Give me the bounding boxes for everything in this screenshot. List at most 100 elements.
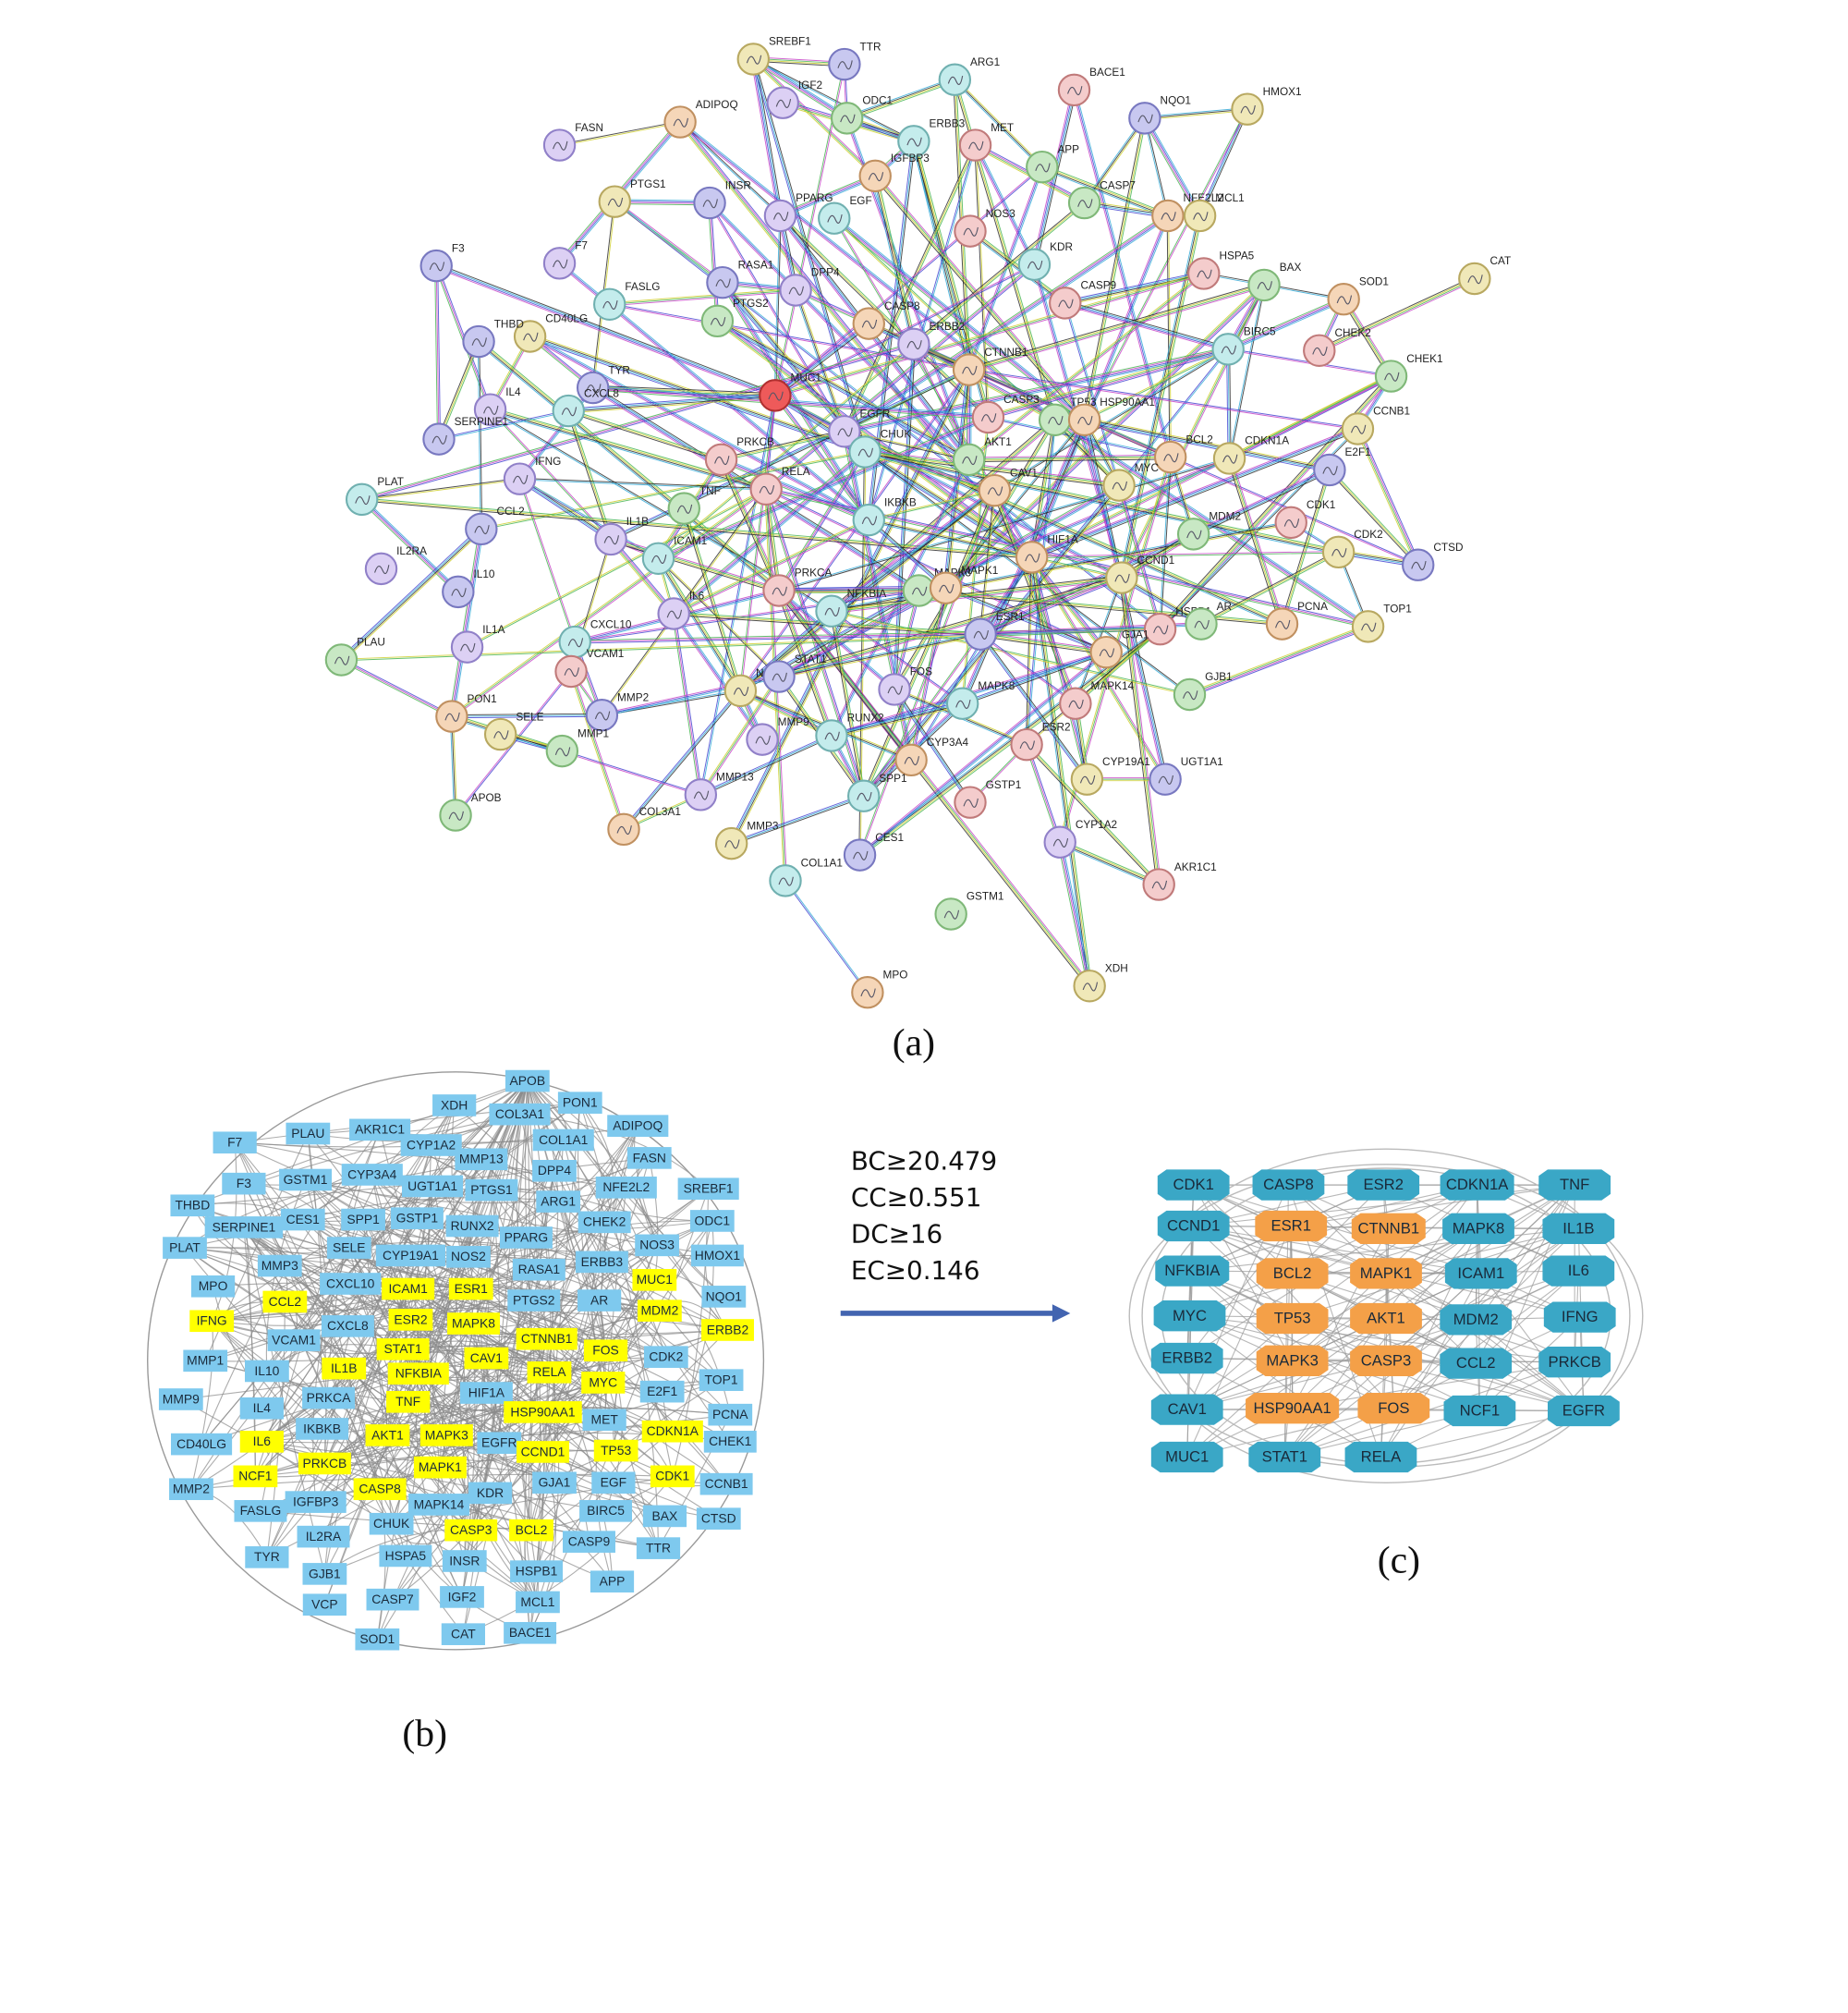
edge — [700, 735, 833, 796]
edge — [864, 453, 1119, 488]
edge — [609, 287, 796, 304]
node — [1105, 561, 1138, 594]
node-label: CXCL10 — [590, 617, 632, 630]
node-label: CDKN1A — [647, 1423, 699, 1438]
edge — [1145, 117, 1201, 216]
node — [542, 247, 577, 280]
node-label: IL6 — [253, 1434, 272, 1448]
edge — [1190, 628, 1369, 698]
edge — [1064, 274, 1205, 305]
edge — [970, 230, 1066, 303]
node — [369, 1512, 414, 1535]
edge — [1065, 274, 1205, 306]
edge — [623, 690, 741, 830]
protein-icon — [603, 535, 619, 545]
edge — [302, 1197, 559, 1221]
edge — [753, 57, 915, 141]
edge — [407, 1288, 663, 1393]
node-label: PON1 — [563, 1095, 598, 1110]
protein-icon — [1186, 530, 1202, 540]
node-label: AKR1C1 — [1174, 860, 1217, 873]
edge — [261, 1080, 529, 1443]
edge — [315, 1358, 487, 1503]
protein-icon — [561, 407, 578, 417]
edge — [562, 750, 701, 795]
edge — [1064, 304, 1228, 352]
edge — [708, 202, 717, 322]
edge — [243, 1183, 409, 1403]
edge — [308, 1080, 529, 1135]
node-label: COL1A1 — [539, 1132, 589, 1147]
edge — [711, 202, 720, 322]
edge — [1292, 1317, 1585, 1412]
node — [366, 1588, 419, 1611]
edge — [434, 265, 438, 440]
node — [663, 105, 697, 139]
edge — [672, 614, 762, 741]
arrow-head — [1052, 1304, 1071, 1323]
node — [1176, 518, 1210, 551]
node-label: INSR — [725, 178, 751, 191]
node-label: RELA — [532, 1364, 566, 1379]
protein-icon — [1163, 453, 1179, 463]
node-label: CYP1A2 — [1076, 818, 1117, 831]
protein-icon — [693, 790, 710, 800]
edge — [437, 340, 479, 439]
edge — [895, 344, 916, 690]
edge — [361, 342, 914, 499]
protein-icon — [1350, 424, 1367, 434]
node — [1440, 1304, 1513, 1336]
protein-icon — [759, 485, 775, 494]
node-label: IGFBP3 — [891, 152, 930, 165]
edge — [622, 689, 740, 829]
edge — [843, 214, 1167, 431]
node-label: SERPINE1 — [455, 415, 508, 428]
protein-icon — [483, 405, 499, 415]
node — [1444, 1258, 1517, 1289]
edge — [1026, 744, 1061, 843]
node-label: MMP2 — [617, 690, 649, 703]
edge — [918, 457, 1230, 591]
protein-icon — [1019, 740, 1035, 750]
edge — [1030, 426, 1357, 556]
node — [847, 779, 881, 812]
edge — [1385, 1273, 1585, 1411]
edge — [1059, 843, 1159, 887]
node — [1543, 1301, 1616, 1333]
protein-icon — [887, 685, 903, 695]
node — [473, 393, 507, 426]
node — [897, 125, 930, 158]
edge — [1084, 117, 1146, 421]
node — [593, 1439, 638, 1462]
node — [432, 1094, 477, 1116]
protein-icon — [1194, 619, 1210, 629]
edge — [730, 794, 864, 843]
node — [552, 394, 585, 428]
node-label: MUC1 — [637, 1272, 674, 1287]
edge — [910, 556, 1032, 761]
node-label: IGF2 — [798, 79, 822, 92]
edge — [1166, 215, 1171, 458]
node-label: MYC — [1173, 1307, 1207, 1324]
protein-icon — [1193, 212, 1209, 222]
edge — [1186, 1319, 1477, 1458]
node-label: MDM2 — [1209, 510, 1241, 523]
edge — [875, 175, 1086, 421]
edge — [675, 613, 703, 795]
node-label: MAPK14 — [414, 1496, 465, 1511]
edge — [568, 410, 722, 460]
edge — [527, 1080, 655, 1281]
edge — [778, 575, 1122, 676]
node — [503, 462, 537, 495]
node-label: MCL1 — [520, 1594, 554, 1609]
edge — [1144, 107, 1247, 117]
edge — [611, 538, 780, 591]
node-label: SOD1 — [359, 1631, 395, 1646]
node-label: PPARG — [505, 1229, 549, 1244]
edge — [718, 318, 970, 458]
protein-icon — [939, 583, 954, 593]
edge — [491, 1190, 661, 1312]
edge — [776, 592, 1088, 988]
node — [448, 1277, 493, 1300]
edge — [1188, 624, 1368, 693]
